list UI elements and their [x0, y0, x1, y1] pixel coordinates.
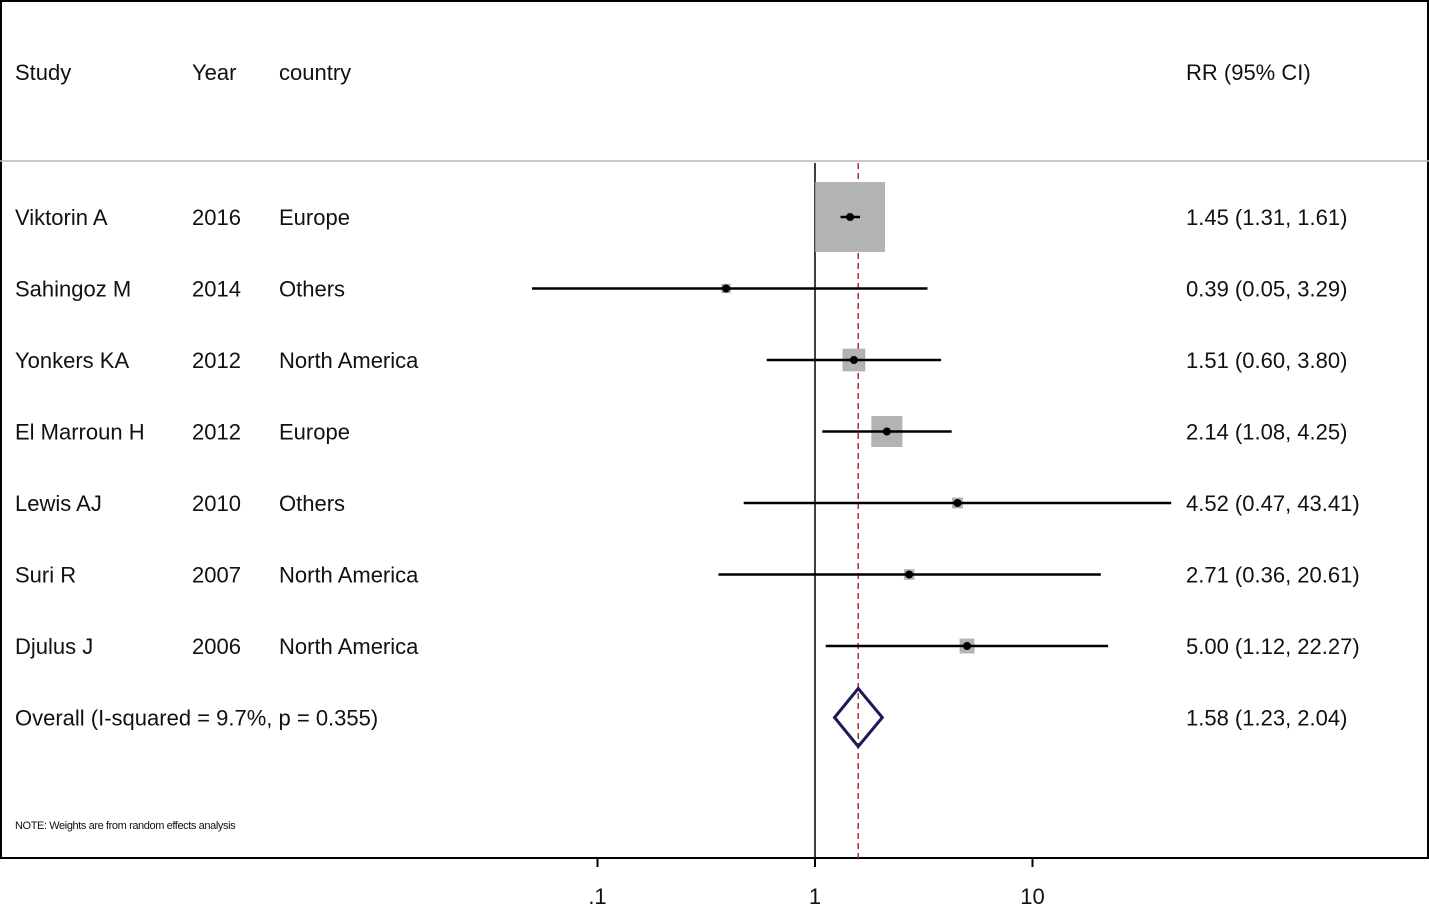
study-name: Djulus J: [15, 634, 93, 659]
header-study: Study: [15, 60, 71, 85]
point-estimate: [963, 642, 972, 650]
estimate-label: 4.52 (0.47, 43.41): [1186, 491, 1360, 516]
point-estimate: [905, 570, 914, 579]
study-name: Viktorin A: [15, 205, 108, 230]
study-name: Suri R: [15, 563, 76, 588]
study-name: Sahingoz M: [15, 277, 131, 302]
point-estimate: [953, 499, 962, 507]
study-year: 2006: [192, 634, 241, 659]
study-year: 2012: [192, 420, 241, 445]
estimate-label: 2.14 (1.08, 4.25): [1186, 420, 1347, 445]
estimate-label: 1.45 (1.31, 1.61): [1186, 205, 1347, 230]
point-estimate: [849, 356, 858, 364]
study-country: Others: [279, 277, 345, 302]
x-tick-label: 1: [809, 884, 821, 904]
study-country: North America: [279, 563, 419, 588]
study-country: Others: [279, 491, 345, 516]
header-estimate: RR (95% CI): [1186, 60, 1311, 85]
overall-diamond: [832, 686, 885, 749]
point-estimate: [882, 427, 891, 436]
study-country: Europe: [279, 420, 350, 445]
estimate-label: 0.39 (0.05, 3.29): [1186, 277, 1347, 302]
x-axis: .1 1 10: [588, 858, 1045, 904]
study-country: Europe: [279, 205, 350, 230]
study-name: Lewis AJ: [15, 491, 102, 516]
plot-marks: Viktorin A 2016 Europe 1.45 (1.31, 1.61) Sah…: [15, 163, 1360, 858]
study-name: Yonkers KA: [15, 348, 129, 373]
study-year: 2012: [192, 348, 241, 373]
overall-estimate-label: 1.58 (1.23, 2.04): [1186, 706, 1347, 731]
estimate-label: 2.71 (0.36, 20.61): [1186, 563, 1360, 588]
study-year: 2010: [192, 491, 241, 516]
study-year: 2016: [192, 205, 241, 230]
header-year: Year: [192, 60, 236, 85]
x-tick-label: 10: [1020, 884, 1044, 904]
study-country: North America: [279, 634, 419, 659]
estimate-label: 5.00 (1.12, 22.27): [1186, 634, 1360, 659]
study-year: 2014: [192, 277, 241, 302]
point-estimate: [846, 213, 855, 221]
estimate-label: 1.51 (0.60, 3.80): [1186, 348, 1347, 373]
plot-frame: [0, 0, 1429, 859]
study-country: North America: [279, 348, 419, 373]
study-name: El Marroun H: [15, 420, 145, 445]
header-country: country: [279, 60, 351, 85]
x-tick-label: .1: [588, 884, 606, 904]
point-estimate: [722, 284, 731, 293]
study-year: 2007: [192, 563, 241, 588]
weights-note: NOTE: Weights are from random effects an…: [15, 820, 236, 832]
overall-label: Overall (I-squared = 9.7%, p = 0.355): [15, 706, 378, 731]
